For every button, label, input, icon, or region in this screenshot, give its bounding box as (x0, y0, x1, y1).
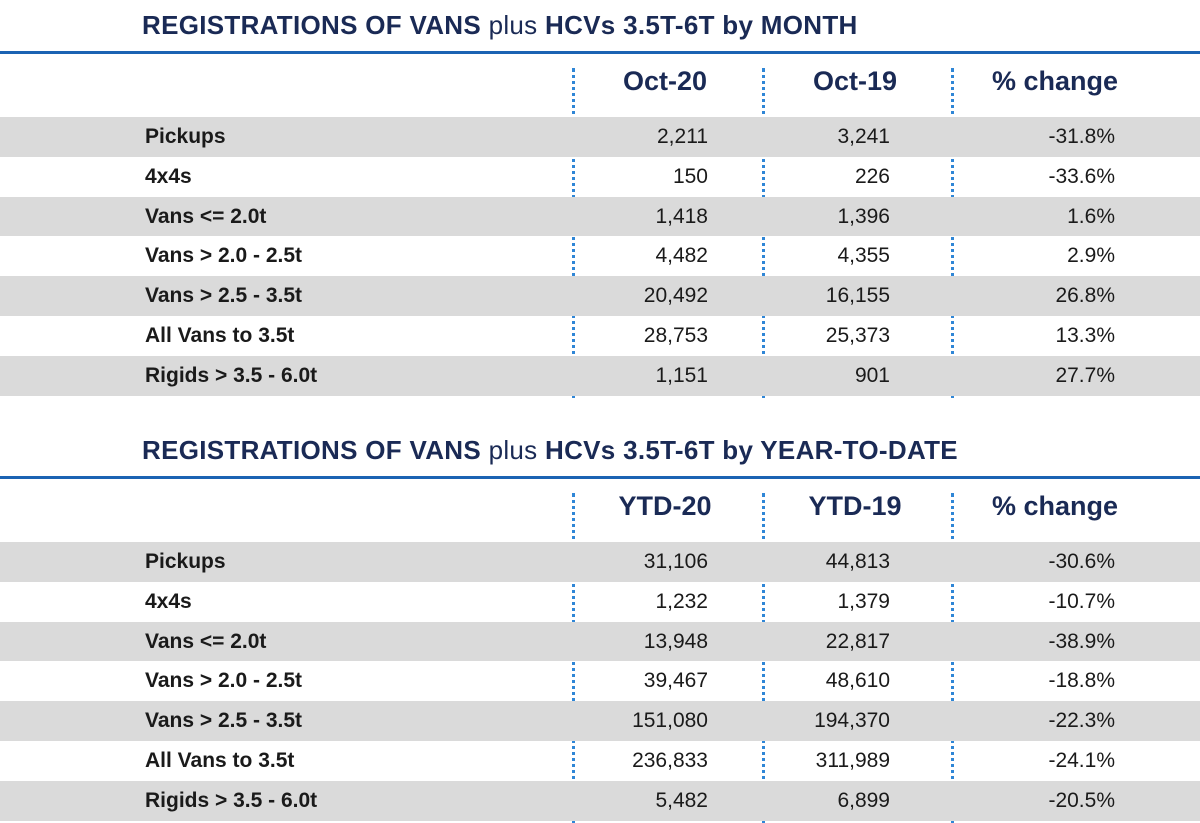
table-row: Rigids > 3.5 - 6.0t 5,482 6,899 -20.5% (0, 780, 1200, 821)
row-label: All Vans to 3.5t (145, 323, 295, 347)
value-current: 2,211 (657, 125, 708, 148)
value-change: -20.5% (1048, 788, 1115, 812)
table-row: Vans > 2.0 - 2.5t 4,482 4,355 2.9% (0, 236, 1200, 276)
table-row: Pickups 31,106 44,813 -30.6% (0, 542, 1200, 582)
row-label: 4x4s (145, 589, 192, 613)
column-header-current: YTD-20 (618, 491, 712, 521)
column-header-previous: Oct-19 (812, 66, 898, 96)
value-change: -10.7% (1048, 589, 1115, 613)
value-current: 4,482 (655, 244, 708, 268)
column-header-change: % change (991, 491, 1119, 521)
value-change: -22.3% (1048, 709, 1115, 733)
value-current: 5,482 (655, 788, 708, 812)
table-row: Rigids > 3.5 - 6.0t 1,151 901 27.7% (0, 355, 1200, 396)
value-previous: 44,813 (825, 550, 890, 573)
value-current: 1,151 (655, 363, 708, 387)
title-part-1: REGISTRATIONS OF VANS (142, 10, 482, 40)
value-current: 20,492 (643, 284, 708, 308)
value-previous: 6,899 (837, 788, 890, 812)
value-previous: 901 (854, 363, 890, 387)
value-current: 1,418 (655, 204, 708, 228)
title-rule (0, 51, 1200, 54)
row-label: Vans > 2.0 - 2.5t (145, 669, 303, 693)
table-row: Vans <= 2.0t 1,418 1,396 1.6% (0, 196, 1200, 237)
value-current: 31,106 (643, 550, 708, 573)
value-previous: 1,396 (837, 204, 890, 228)
value-change: -24.1% (1048, 748, 1115, 772)
value-previous: 3,241 (837, 125, 890, 148)
table-row: 4x4s 1,232 1,379 -10.7% (0, 582, 1200, 622)
value-current: 28,753 (643, 323, 708, 347)
value-previous: 4,355 (837, 244, 890, 268)
value-previous: 16,155 (825, 284, 890, 308)
row-label: 4x4s (145, 164, 192, 188)
row-label: Vans > 2.5 - 3.5t (145, 284, 303, 308)
column-header-current: Oct-20 (622, 66, 708, 96)
column-header-change: % change (991, 66, 1119, 96)
title-rule (0, 476, 1200, 479)
table-body: Pickups 31,106 44,813 -30.6% 4x4s 1,232 … (0, 542, 1200, 821)
column-header-previous: YTD-19 (808, 491, 902, 521)
value-current: 150 (672, 164, 708, 188)
row-label: Vans > 2.5 - 3.5t (145, 709, 303, 733)
table-row: Vans > 2.5 - 3.5t 151,080 194,370 -22.3% (0, 701, 1200, 741)
row-label: Vans <= 2.0t (145, 204, 267, 228)
table-row: All Vans to 3.5t 236,833 311,989 -24.1% (0, 741, 1200, 781)
title-part-2: HCVs 3.5T-6T by MONTH (545, 10, 858, 40)
table-title: REGISTRATIONS OF VANS plus HCVs 3.5T-6T … (142, 435, 958, 466)
table-row: 4x4s 150 226 -33.6% (0, 157, 1200, 197)
value-previous: 1,379 (837, 589, 890, 613)
value-current: 1,232 (655, 589, 708, 613)
value-change: -31.8% (1048, 125, 1115, 148)
title-plus: plus (488, 435, 538, 465)
value-previous: 311,989 (815, 748, 890, 772)
table-row: Vans > 2.0 - 2.5t 39,467 48,610 -18.8% (0, 661, 1200, 701)
value-current: 39,467 (643, 669, 708, 693)
value-current: 151,080 (632, 709, 708, 733)
row-label: Rigids > 3.5 - 6.0t (145, 788, 318, 812)
value-previous: 22,817 (825, 629, 890, 653)
value-change: 26.8% (1055, 284, 1115, 308)
value-change: 2.9% (1067, 244, 1115, 268)
row-label: Vans <= 2.0t (145, 629, 267, 653)
table-row: Vans > 2.5 - 3.5t 20,492 16,155 26.8% (0, 276, 1200, 316)
value-change: -30.6% (1048, 550, 1115, 573)
table-row: All Vans to 3.5t 28,753 25,373 13.3% (0, 316, 1200, 356)
value-change: -38.9% (1048, 629, 1115, 653)
value-previous: 194,370 (814, 709, 890, 733)
row-label: Vans > 2.0 - 2.5t (145, 244, 303, 268)
value-change: -33.6% (1048, 164, 1115, 188)
value-change: -18.8% (1048, 669, 1115, 693)
title-part-1: REGISTRATIONS OF VANS (142, 435, 482, 465)
value-change: 13.3% (1055, 323, 1115, 347)
title-part-2: HCVs 3.5T-6T by YEAR-TO-DATE (545, 435, 958, 465)
row-label: Pickups (145, 125, 226, 148)
table-body: Pickups 2,211 3,241 -31.8% 4x4s 150 226 … (0, 117, 1200, 396)
value-change: 1.6% (1067, 204, 1115, 228)
value-previous: 48,610 (825, 669, 890, 693)
value-change: 27.7% (1055, 363, 1115, 387)
table-title: REGISTRATIONS OF VANS plus HCVs 3.5T-6T … (142, 10, 858, 41)
row-label: All Vans to 3.5t (145, 748, 295, 772)
table-row: Vans <= 2.0t 13,948 22,817 -38.9% (0, 621, 1200, 662)
value-current: 236,833 (632, 748, 708, 772)
title-plus: plus (488, 10, 538, 40)
row-label: Pickups (145, 550, 226, 573)
row-label: Rigids > 3.5 - 6.0t (145, 363, 318, 387)
value-previous: 25,373 (825, 323, 890, 347)
value-current: 13,948 (643, 629, 708, 653)
value-previous: 226 (854, 164, 890, 188)
table-row: Pickups 2,211 3,241 -31.8% (0, 117, 1200, 157)
